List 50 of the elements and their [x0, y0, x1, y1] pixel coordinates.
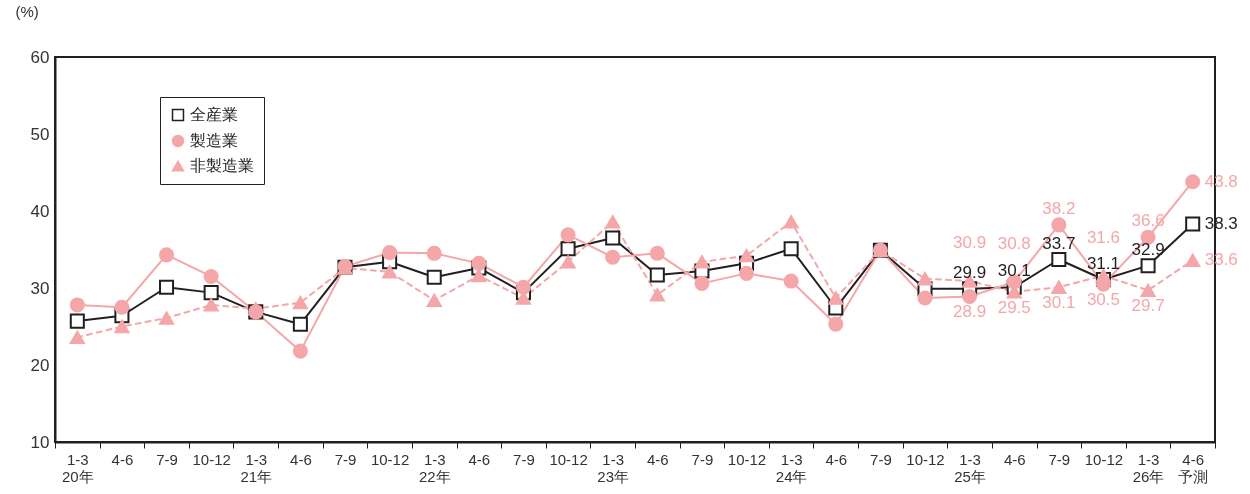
y-tick-label: 50: [30, 124, 50, 144]
y-tick-label: 30: [30, 278, 50, 298]
x-tick-label: 1-3 24年: [775, 450, 808, 485]
y-axis-title: (%): [15, 2, 39, 20]
data-label: 28.9: [953, 302, 987, 322]
legend-label: 全産業: [190, 106, 238, 123]
x-tick-label: 10-12: [549, 450, 588, 468]
x-tick-label: 1-3 25年: [954, 450, 986, 485]
x-tick-label: 4-6: [111, 450, 134, 468]
data-label: 31.1: [1086, 253, 1121, 273]
data-label: 29.7: [1131, 296, 1165, 316]
x-tick-label: 10-12: [727, 450, 767, 468]
data-label: 33.7: [1042, 233, 1076, 253]
x-tick-label: 7-9: [691, 450, 714, 468]
data-label: 30.1: [997, 261, 1031, 281]
data-label: 32.9: [1131, 239, 1165, 259]
x-tick-label: 1-3 20年: [61, 450, 94, 485]
x-tick-label: 10-12: [1084, 450, 1124, 468]
x-tick-label: 7-9: [1048, 450, 1071, 468]
x-tick-label: 7-9: [513, 450, 535, 468]
x-tick-label: 4-6: [290, 450, 312, 468]
legend-label: 非製造業: [190, 157, 254, 174]
x-tick-label: 1-3 21年: [240, 450, 273, 485]
x-tick-label: 7-9: [334, 450, 357, 468]
x-tick-label: 4-6: [825, 450, 848, 468]
data-label: 31.6: [1086, 227, 1121, 247]
x-tick-label: 4-6: [1003, 450, 1026, 468]
data-label: 30.9: [953, 233, 987, 253]
x-tick-label: 10-12: [906, 450, 945, 468]
x-tick-label: 4-6: [468, 450, 491, 468]
x-tick-label: 1-3 22年: [418, 450, 451, 485]
x-tick-label: 1-3 26年: [1132, 450, 1165, 485]
data-label: 29.9: [953, 262, 987, 282]
data-label: 30.1: [1042, 293, 1076, 313]
x-tick-label: 4-6 予測: [1178, 450, 1209, 485]
y-tick-label: 20: [30, 355, 50, 375]
x-tick-label: 10-12: [192, 450, 231, 468]
y-tick-label: 60: [30, 47, 50, 67]
data-label: 38.2: [1042, 198, 1076, 218]
x-tick-label: 4-6: [646, 450, 669, 468]
legend-label: 製造業: [190, 132, 238, 149]
x-tick-label: 7-9: [870, 450, 892, 468]
x-tick-label: 10-12: [370, 450, 410, 468]
y-tick-label: 40: [30, 201, 50, 221]
y-tick-label: 10: [30, 432, 50, 452]
data-label: 29.5: [997, 297, 1031, 317]
data-label: 30.8: [997, 233, 1031, 253]
data-label: 30.5: [1086, 290, 1121, 310]
x-tick-label: 1-3 23年: [597, 450, 630, 485]
x-tick-label: 7-9: [156, 450, 178, 468]
